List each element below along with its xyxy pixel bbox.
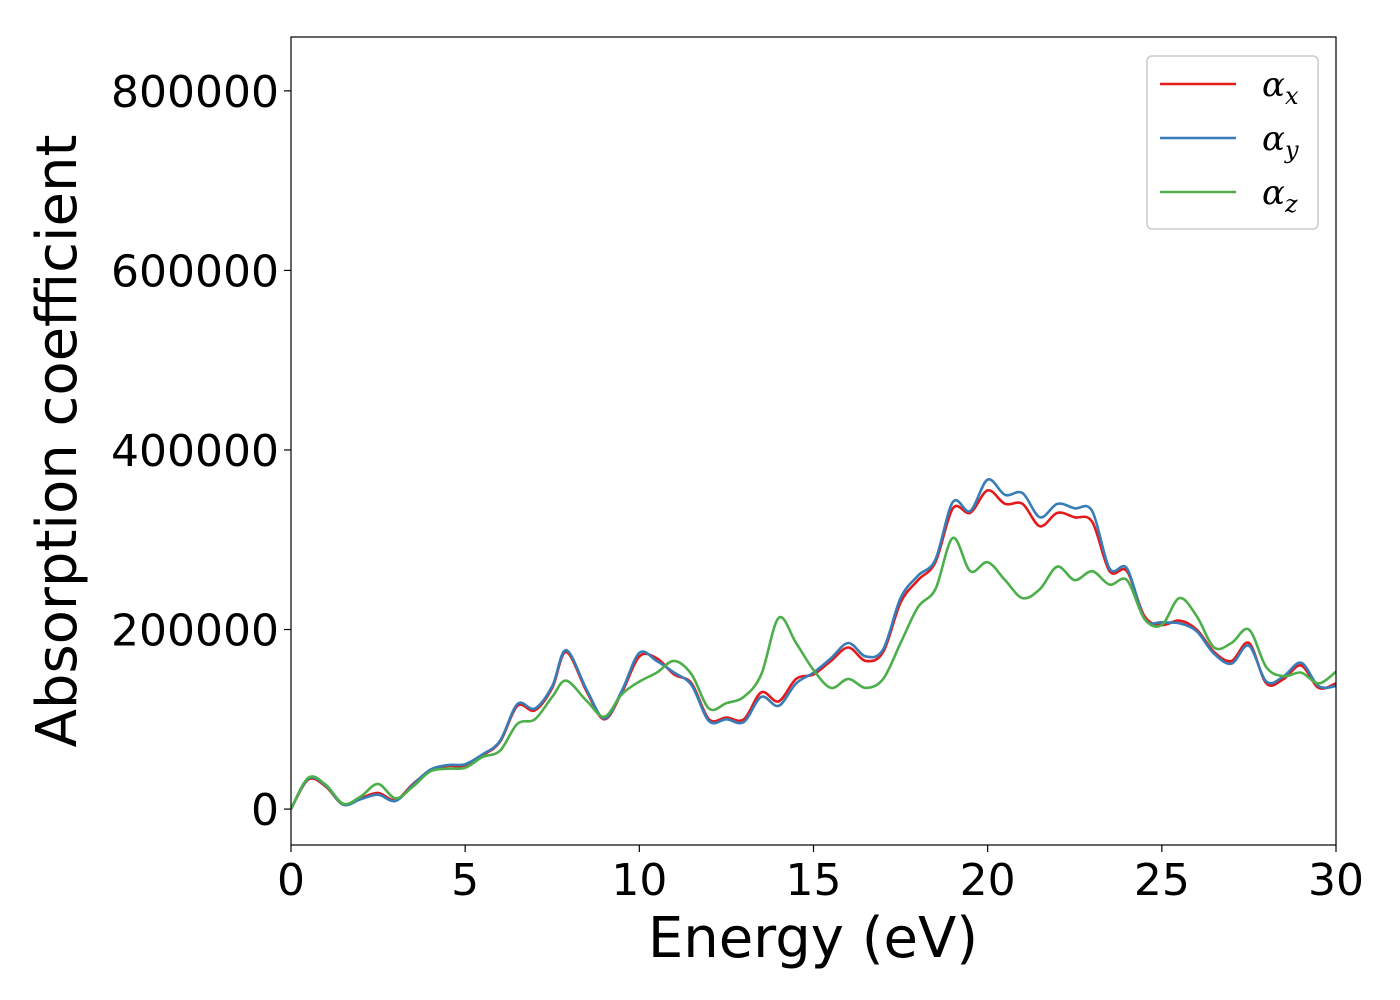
y-tick-label: 400000	[111, 426, 279, 477]
x-tick-label: 15	[786, 855, 842, 906]
y-tick-label: 0	[251, 785, 279, 836]
y-axis-ticks: 0 200000 400000 600000 800000	[111, 67, 291, 836]
x-tick-label: 10	[611, 855, 667, 906]
x-tick-label: 30	[1308, 855, 1364, 906]
x-tick-label: 0	[277, 855, 305, 906]
x-tick-label: 20	[960, 855, 1016, 906]
y-tick-label: 200000	[111, 606, 279, 657]
legend: αx αy αz	[1146, 55, 1319, 230]
y-tick-label: 800000	[111, 67, 279, 118]
series-line-z	[291, 536, 1336, 810]
x-axis-ticks: 0 5 10 15 20 25 30	[277, 845, 1364, 906]
series-layer	[291, 478, 1336, 810]
x-tick-label: 5	[451, 855, 479, 906]
legend-box	[1146, 55, 1319, 230]
legend-label-z: αz	[1262, 173, 1298, 218]
y-axis-label: Absorption coefficient	[25, 135, 90, 748]
series-line-y	[291, 478, 1336, 810]
y-tick-label: 600000	[111, 246, 279, 297]
legend-label-y: αy	[1262, 119, 1299, 164]
x-axis-label: Energy (eV)	[648, 906, 978, 971]
legend-label-x: αx	[1262, 65, 1299, 110]
x-tick-label: 25	[1134, 855, 1190, 906]
